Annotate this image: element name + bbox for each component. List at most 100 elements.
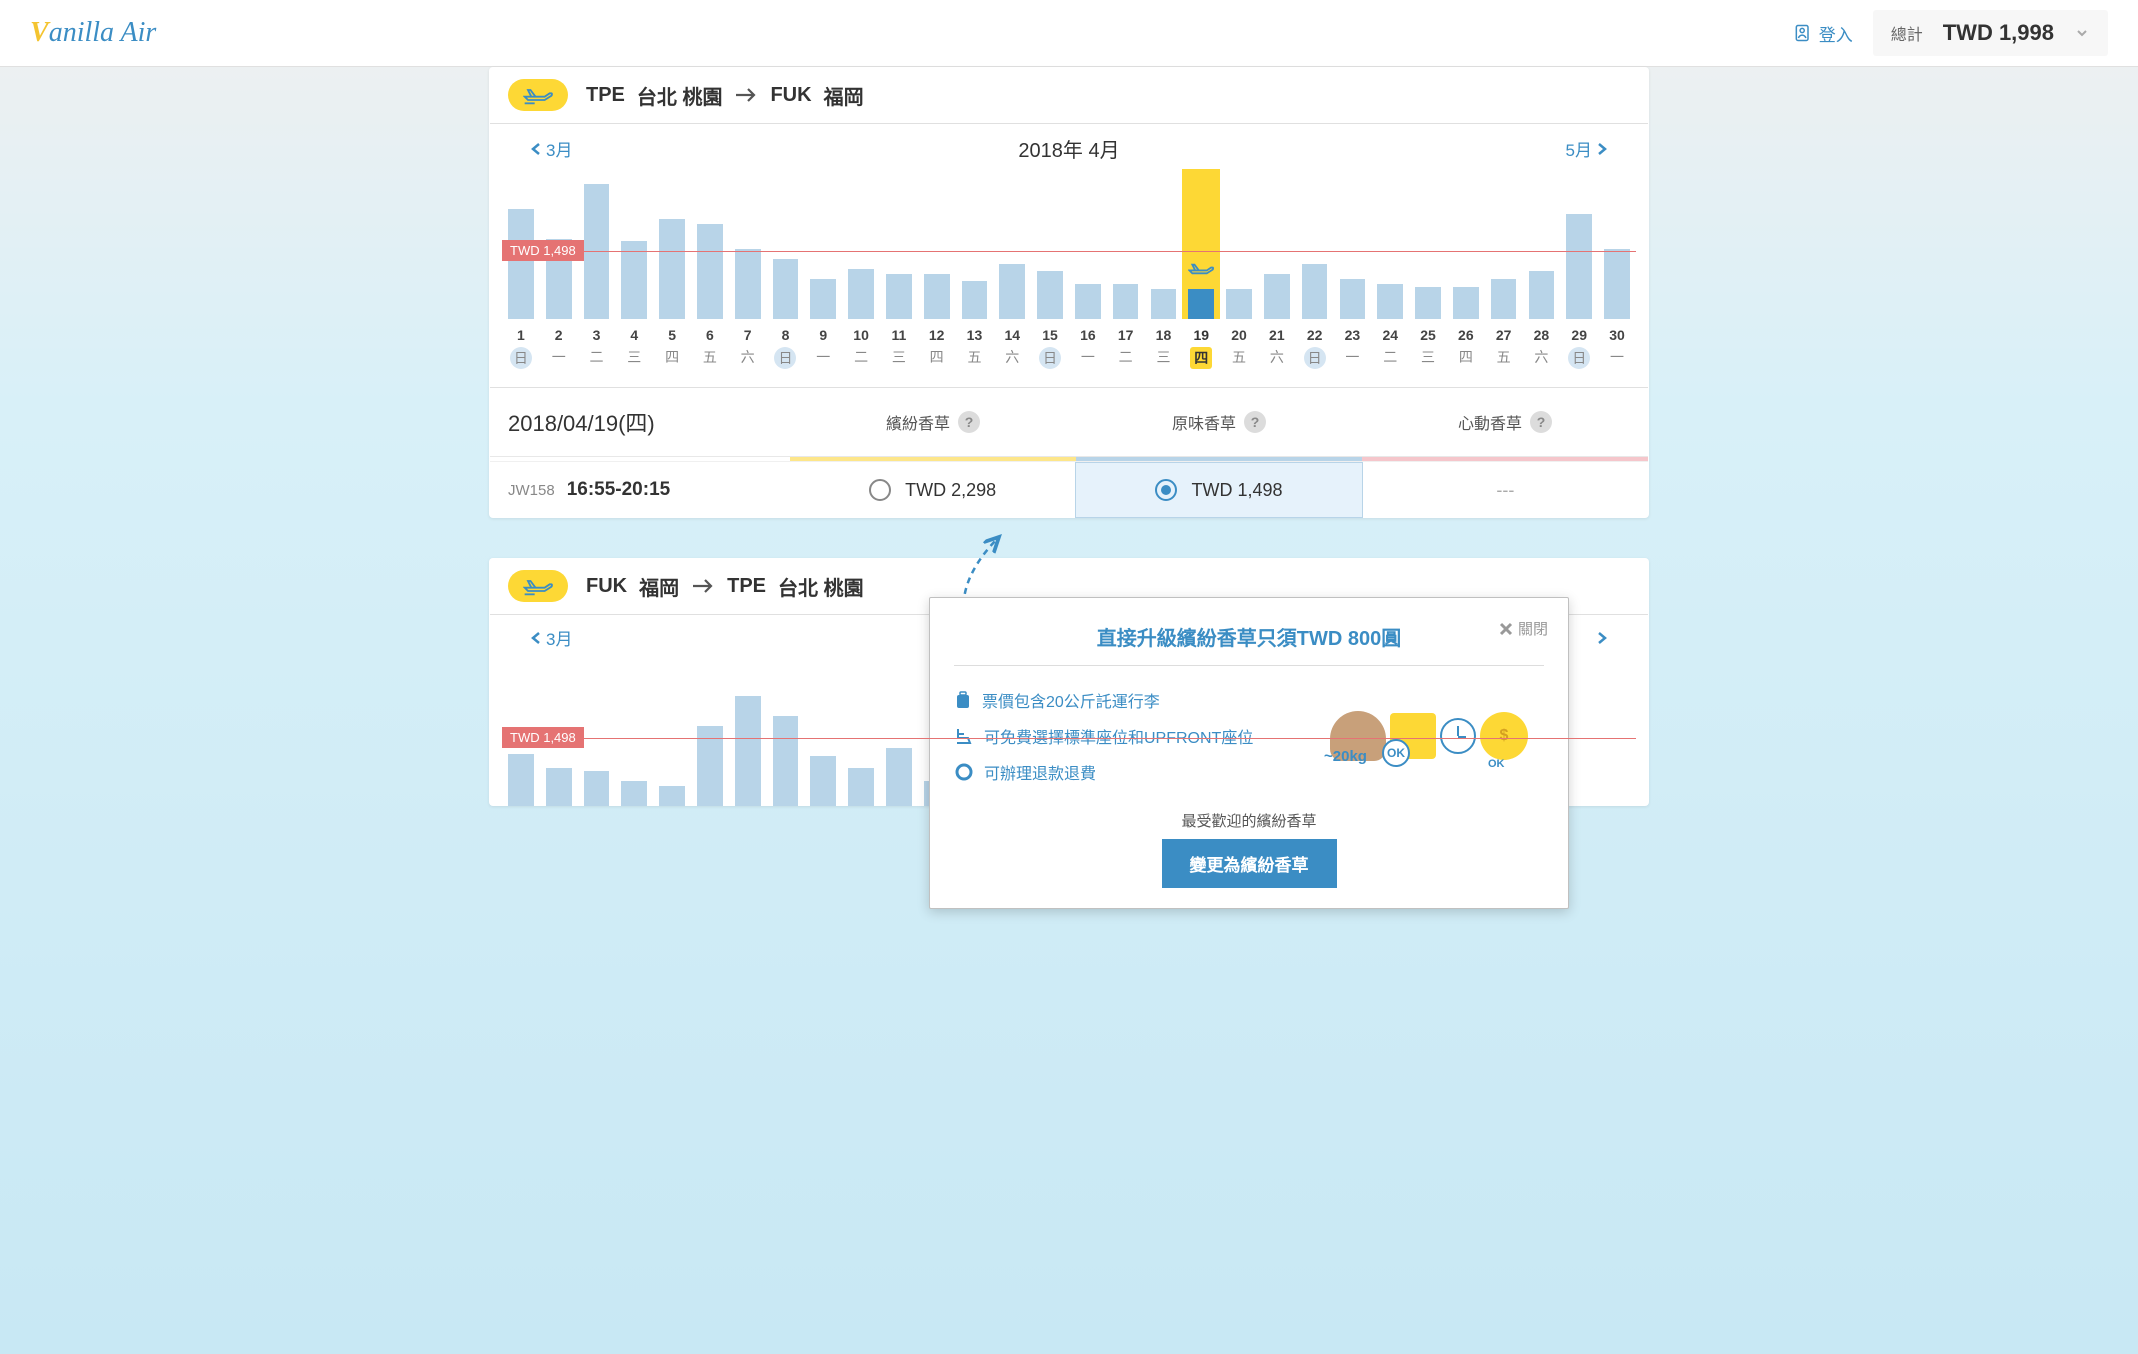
day-cell[interactable]: 16一: [1069, 327, 1107, 369]
price-bar[interactable]: [918, 169, 956, 319]
price-bar[interactable]: [729, 169, 767, 319]
price-bar[interactable]: [767, 169, 805, 319]
popup-title: 直接升級繽紛香草只須TWD 800圓: [954, 622, 1544, 666]
price-bar[interactable]: [691, 169, 729, 319]
price-bar[interactable]: [1258, 169, 1296, 319]
price-bar[interactable]: [1145, 169, 1183, 319]
price-bar[interactable]: [729, 656, 767, 806]
popup-close-button[interactable]: 關閉: [1498, 618, 1548, 639]
price-bar[interactable]: [1334, 169, 1372, 319]
popup-illustrations: $: [1314, 682, 1544, 790]
day-cell[interactable]: 17二: [1107, 327, 1145, 369]
day-cell[interactable]: 12四: [918, 327, 956, 369]
day-cell[interactable]: 22日: [1296, 327, 1334, 369]
chevron-left-icon: [530, 631, 542, 645]
price-bar[interactable]: [1069, 169, 1107, 319]
day-cell[interactable]: 29日: [1560, 327, 1598, 369]
price-bar[interactable]: [1371, 169, 1409, 319]
selected-date: 2018/04/19(四): [490, 388, 790, 456]
total-price-toggle[interactable]: 總計 TWD 1,998: [1873, 10, 2108, 56]
next-month-link[interactable]: 5月: [1566, 136, 1608, 161]
login-link[interactable]: 登入: [1793, 21, 1853, 46]
divider-blue: [1076, 457, 1362, 461]
price-bar[interactable]: [1182, 169, 1220, 319]
price-bar[interactable]: [1031, 169, 1069, 319]
baseline-price-label: TWD 1,498: [502, 240, 584, 261]
day-cell[interactable]: 3二: [578, 327, 616, 369]
plane-badge-icon: [508, 570, 568, 602]
next-month-link[interactable]: 5月: [1566, 625, 1608, 650]
day-cell[interactable]: 21六: [1258, 327, 1296, 369]
origin-name: 福岡: [639, 572, 679, 601]
price-bar[interactable]: [653, 656, 691, 806]
day-cell[interactable]: 26四: [1447, 327, 1485, 369]
day-cell[interactable]: 4三: [615, 327, 653, 369]
day-cell[interactable]: 23一: [1334, 327, 1372, 369]
day-cell[interactable]: 8日: [767, 327, 805, 369]
day-cell[interactable]: 5四: [653, 327, 691, 369]
price-bar[interactable]: [615, 169, 653, 319]
logo[interactable]: Vanilla Air: [30, 17, 156, 49]
price-bar[interactable]: [1447, 169, 1485, 319]
price-bar[interactable]: [842, 169, 880, 319]
price-bar[interactable]: [653, 169, 691, 319]
divider-pink: [1362, 457, 1648, 461]
price-bar[interactable]: [1296, 169, 1334, 319]
day-cell[interactable]: 27五: [1485, 327, 1523, 369]
day-cell[interactable]: 20五: [1220, 327, 1258, 369]
login-icon: [1793, 23, 1813, 43]
day-cell[interactable]: 6五: [691, 327, 729, 369]
radio-icon: [869, 479, 891, 501]
origin-name: 台北 桃園: [637, 81, 723, 110]
price-bar[interactable]: [842, 656, 880, 806]
day-cell[interactable]: 1日: [502, 327, 540, 369]
fare-option-simple[interactable]: TWD 1,498: [1075, 462, 1362, 518]
day-cell[interactable]: 13五: [956, 327, 994, 369]
price-bar[interactable]: [615, 656, 653, 806]
day-cell[interactable]: 14六: [993, 327, 1031, 369]
day-cell[interactable]: 11三: [880, 327, 918, 369]
price-bar[interactable]: [956, 169, 994, 319]
day-cell[interactable]: 15日: [1031, 327, 1069, 369]
day-cell[interactable]: 19四: [1182, 327, 1220, 369]
price-bar[interactable]: [804, 656, 842, 806]
price-bar[interactable]: [1560, 169, 1598, 319]
price-bar[interactable]: [993, 169, 1031, 319]
plane-marker-icon: [1188, 260, 1214, 283]
origin-code: FUK: [586, 575, 627, 598]
price-bar[interactable]: [1485, 169, 1523, 319]
price-bar[interactable]: [1220, 169, 1258, 319]
baseline-price-label: TWD 1,498: [502, 727, 584, 748]
price-bar[interactable]: [880, 169, 918, 319]
fare-header-simple: 原味香草?: [1076, 392, 1362, 452]
upgrade-button[interactable]: 變更為繽紛香草: [1162, 839, 1337, 888]
radio-icon: [1155, 479, 1177, 501]
price-bar[interactable]: [1598, 169, 1636, 319]
day-cell[interactable]: 25三: [1409, 327, 1447, 369]
prev-month-link[interactable]: 3月: [530, 136, 572, 161]
day-cell[interactable]: 30一: [1598, 327, 1636, 369]
prev-month-link[interactable]: 3月: [530, 625, 572, 650]
price-bar[interactable]: [767, 656, 805, 806]
help-icon[interactable]: ?: [1530, 411, 1552, 433]
day-cell[interactable]: 18三: [1145, 327, 1183, 369]
fare-option-campaign[interactable]: ---: [1363, 462, 1648, 518]
price-bar[interactable]: [691, 656, 729, 806]
day-cell[interactable]: 24二: [1371, 327, 1409, 369]
help-icon[interactable]: ?: [958, 411, 980, 433]
fare-option-inclusive[interactable]: TWD 2,298: [790, 462, 1075, 518]
day-cell[interactable]: 10二: [842, 327, 880, 369]
baseline-line: [502, 251, 1636, 252]
day-cell[interactable]: 2一: [540, 327, 578, 369]
price-bar[interactable]: [880, 656, 918, 806]
price-bar[interactable]: [804, 169, 842, 319]
day-cell[interactable]: 7六: [729, 327, 767, 369]
price-bar[interactable]: [1107, 169, 1145, 319]
price-bar[interactable]: [1598, 656, 1636, 806]
dest-name: 台北 桃園: [778, 572, 864, 601]
day-cell[interactable]: 28六: [1523, 327, 1561, 369]
price-bar[interactable]: [1523, 169, 1561, 319]
price-bar[interactable]: [1409, 169, 1447, 319]
help-icon[interactable]: ?: [1244, 411, 1266, 433]
day-cell[interactable]: 9一: [804, 327, 842, 369]
